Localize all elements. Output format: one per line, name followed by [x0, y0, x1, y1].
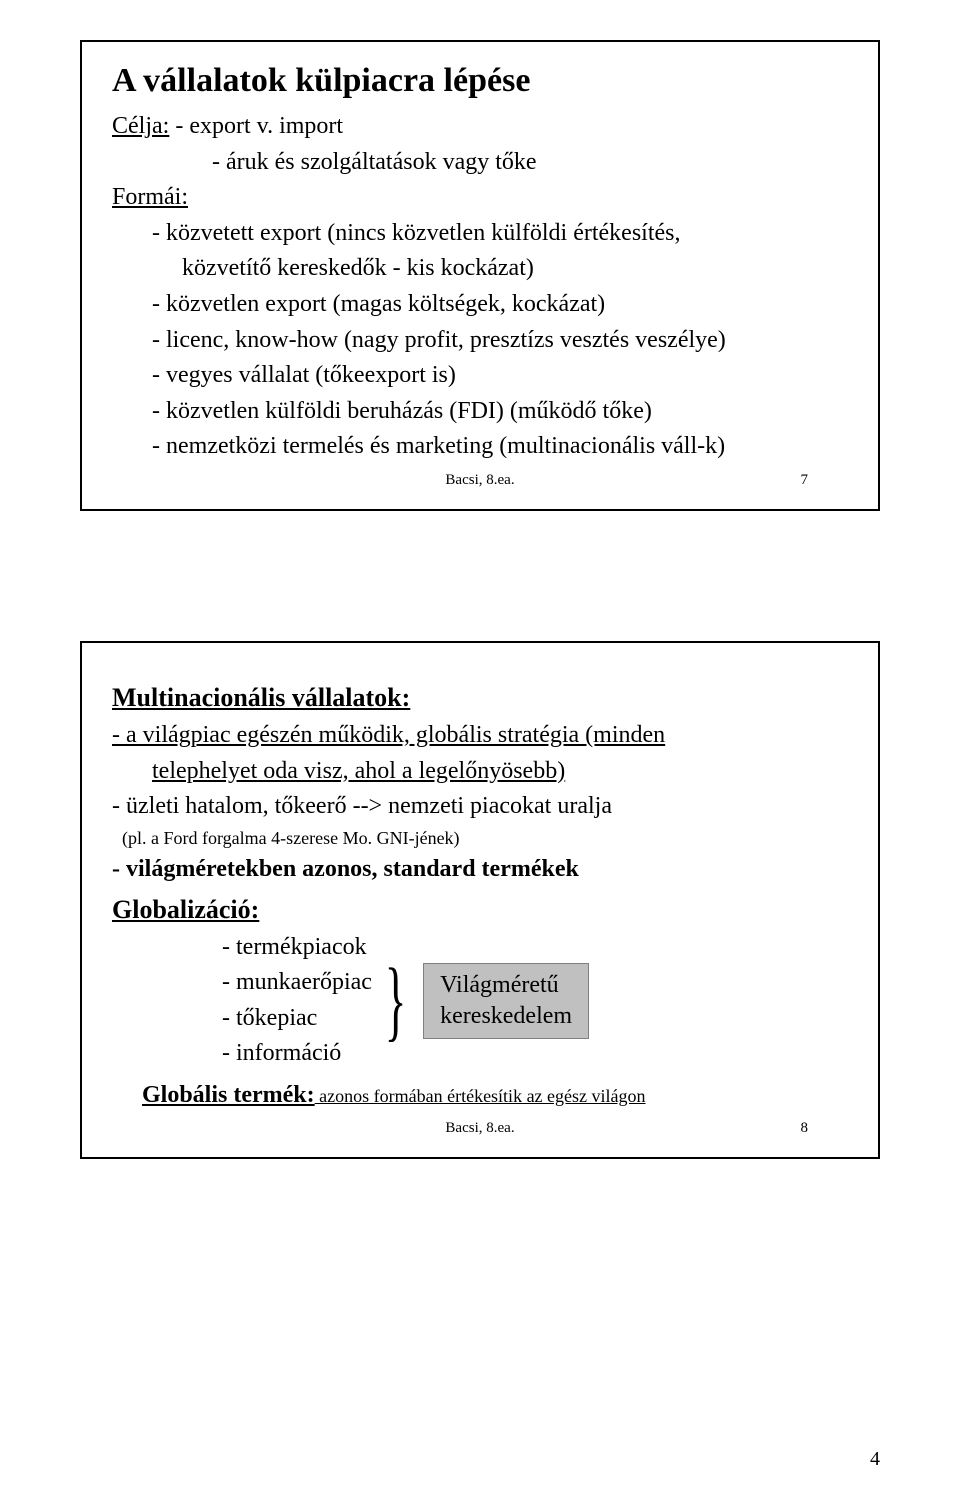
slide1-footer: Bacsi, 8.ea. 7	[112, 472, 848, 489]
box-line1: Világméretű	[440, 972, 559, 998]
list-item: - a világpiac egészén működik, globális …	[112, 719, 848, 753]
slide-2: Multinacionális vállalatok: - a világpia…	[80, 641, 880, 1160]
page: A vállalatok külpiacra lépése Célja: - e…	[0, 0, 960, 1501]
page-number: 4	[870, 1448, 880, 1471]
globalizacio-list: - termékpiacok - munkaerőpiac - tőkepiac…	[222, 929, 372, 1073]
list-item: - nemzetközi termelés és marketing (mult…	[152, 430, 848, 464]
list-item: - világméretekben azonos, standard termé…	[112, 853, 848, 887]
list-item: - információ	[222, 1037, 372, 1071]
list-item: - közvetlen külföldi beruházás (FDI) (mű…	[152, 395, 848, 429]
slide2-footer: Bacsi, 8.ea. 8	[112, 1120, 848, 1137]
globalis-termek-text: azonos formában értékesítik az egész vil…	[315, 1086, 646, 1106]
list-item: közvetítő kereskedők - kis kockázat)	[182, 252, 848, 286]
list-item: - tőkepiac	[222, 1002, 372, 1036]
footer-num: 8	[801, 1120, 809, 1137]
list-item: (pl. a Ford forgalma 4-szerese Mo. GNI-j…	[122, 826, 848, 851]
celja-line: Célja: - export v. import	[112, 110, 848, 144]
list-item: - licenc, know-how (nagy profit, presztí…	[152, 324, 848, 358]
aruk-line: - áruk és szolgáltatások vagy tőke	[212, 146, 848, 180]
globalizacio-heading: Globalizáció:	[112, 895, 848, 925]
formai-line: Formái:	[112, 181, 848, 215]
list-item: - közvetett export (nincs közvetlen külf…	[152, 217, 848, 251]
celja-label: Célja:	[112, 113, 169, 139]
formai-label: Formái:	[112, 184, 188, 210]
vilagmeretu-box: Világméretű kereskedelem	[423, 963, 589, 1039]
globalis-termek-line: Globális termék: azonos formában értékes…	[142, 1079, 848, 1113]
brace-icon: }	[385, 956, 411, 1046]
celja-text: - export v. import	[169, 113, 343, 139]
list-item: - munkaerőpiac	[222, 966, 372, 1000]
multinat-heading: Multinacionális vállalatok:	[112, 683, 848, 713]
slide-1: A vállalatok külpiacra lépése Célja: - e…	[80, 40, 880, 511]
list-item: telephelyet oda visz, ahol a legelőnyöse…	[152, 755, 848, 789]
list-item: - termékpiacok	[222, 931, 372, 965]
footer-left: Bacsi, 8.ea.	[445, 472, 514, 488]
globalis-termek-label: Globális termék:	[142, 1082, 315, 1108]
list-item: - üzleti hatalom, tőkeerő --> nemzeti pi…	[112, 790, 848, 824]
slide1-title: A vállalatok külpiacra lépése	[112, 62, 848, 100]
box-line2: kereskedelem	[440, 1003, 572, 1029]
list-item: - vegyes vállalat (tőkeexport is)	[152, 359, 848, 393]
footer-num: 7	[801, 472, 809, 489]
footer-left: Bacsi, 8.ea.	[445, 1120, 514, 1136]
list-item: - közvetlen export (magas költségek, koc…	[152, 288, 848, 322]
globalizacio-row: - termékpiacok - munkaerőpiac - tőkepiac…	[112, 929, 848, 1073]
